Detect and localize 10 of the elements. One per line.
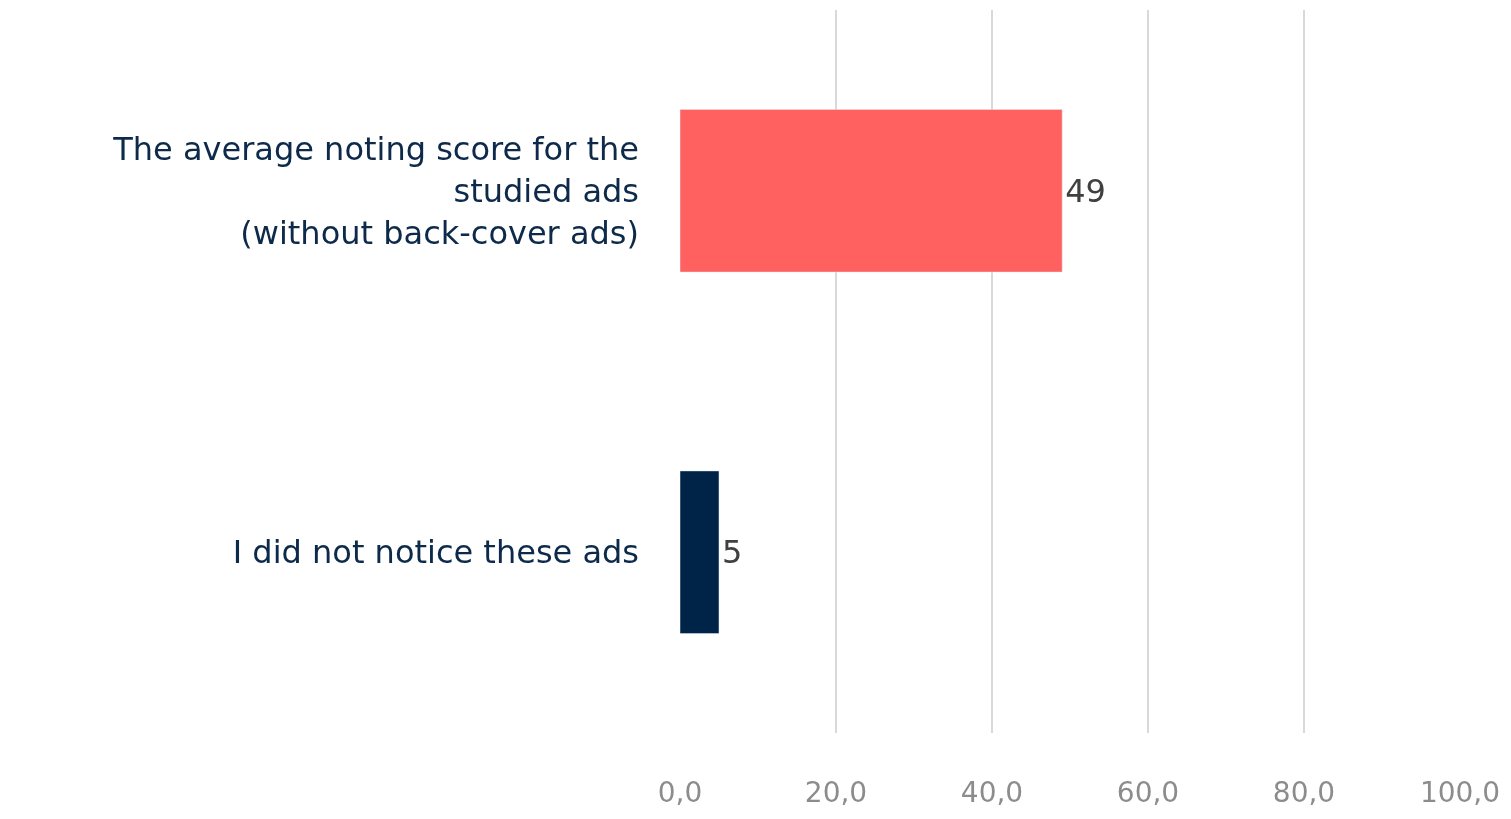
x-tick-label: 60,0 [1116,776,1180,809]
data-label: 5 [722,533,743,572]
x-tick-label: 100,0 [1419,776,1501,809]
x-tick-label: 20,0 [804,776,868,809]
x-tick-label: 80,0 [1272,776,1336,809]
x-tick-label: 0,0 [657,776,703,809]
y-tick-label: The average noting score for the studied ads (without back-cover ads) [112,130,639,252]
y-tick-label: I did not notice these ads [232,533,639,572]
data-label: 49 [1065,171,1106,210]
x-tick-label: 40,0 [960,776,1024,809]
